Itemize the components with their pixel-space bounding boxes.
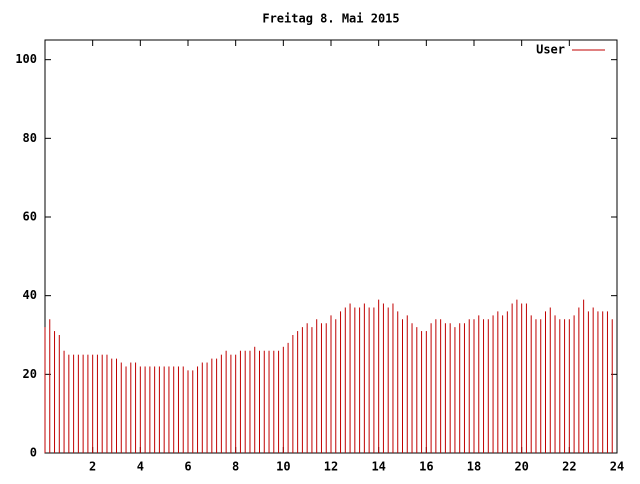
x-tick-label: 22 [562,460,576,474]
y-tick-label: 80 [23,131,37,145]
y-tick-label: 60 [23,210,37,224]
x-tick-label: 8 [232,460,239,474]
x-tick-label: 24 [610,460,624,474]
x-tick-label: 16 [419,460,433,474]
x-tick-label: 10 [276,460,290,474]
chart-title: Freitag 8. Mai 2015 [262,12,399,26]
x-tick-label: 2 [89,460,96,474]
x-tick-label: 6 [184,460,191,474]
x-tick-label: 18 [467,460,481,474]
x-tick-label: 20 [514,460,528,474]
y-tick-label: 40 [23,288,37,302]
y-tick-label: 100 [15,52,37,66]
x-tick-label: 12 [324,460,338,474]
y-tick-label: 20 [23,367,37,381]
x-tick-label: 4 [137,460,144,474]
x-tick-label: 14 [371,460,385,474]
y-tick-label: 0 [30,446,37,460]
legend-label: User [536,43,565,57]
